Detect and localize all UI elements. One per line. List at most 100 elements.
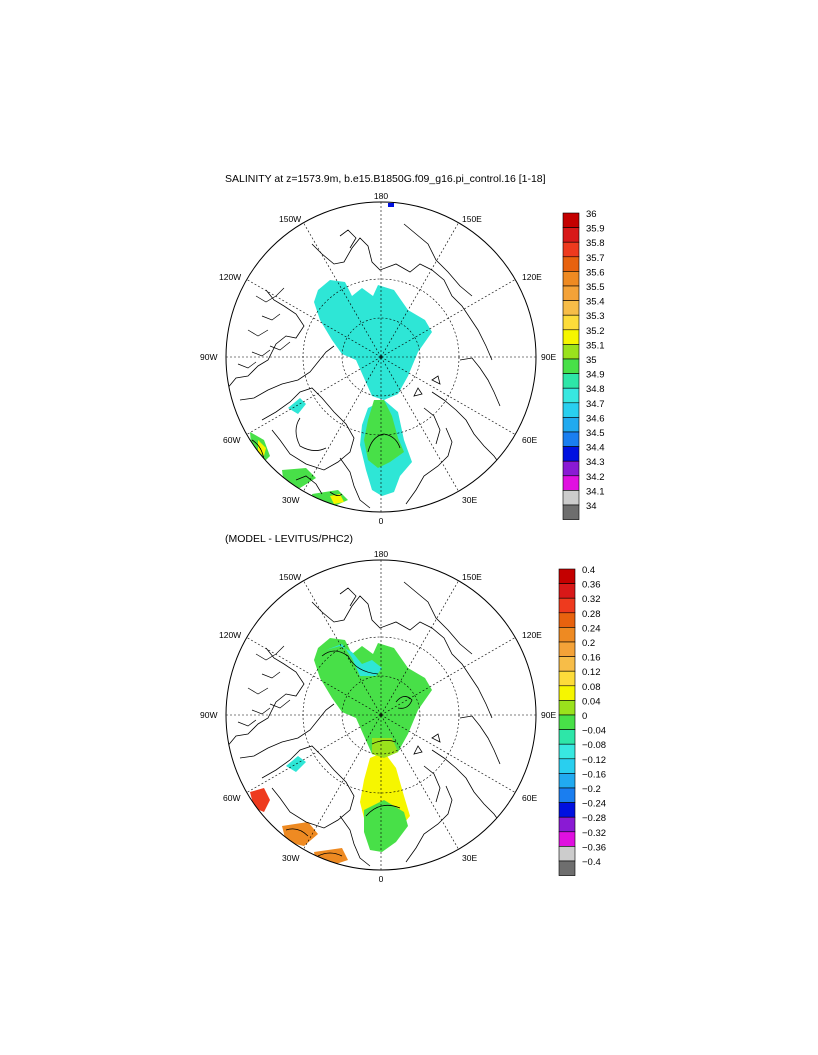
panel2-lon-150w: 150W xyxy=(279,572,301,582)
panel2-colorbar-label: 0.36 xyxy=(582,580,601,591)
panel1-colorbar-label: 35.7 xyxy=(586,253,605,264)
panel2-colorbar-box xyxy=(558,700,576,716)
panel2-colorbar: 0.4 0.36 0.32 0.28 0.24 0.2 0.16 0.12 0.08 0.04 0 −… xyxy=(558,565,606,876)
panel2-colorbar-label: −0.4 xyxy=(582,857,601,868)
panel1-colorbar-label: 35.9 xyxy=(586,224,605,235)
panel1-colorbar-box xyxy=(562,344,580,360)
panel2-colorbar-box xyxy=(558,816,576,833)
panel1-coastlines xyxy=(226,223,511,509)
panel2-colorbar-box xyxy=(558,685,576,701)
panel1-title: SALINITY at z=1573.9m, b.e15.B1850G.f09_… xyxy=(225,173,546,185)
panel2-field-arctic xyxy=(314,638,432,758)
panel1-lon-0: 0 xyxy=(379,516,384,526)
panel1-colorbar-box xyxy=(562,504,580,520)
panel2-lon-60e: 60E xyxy=(522,793,537,803)
panel1-lon-180: 180 xyxy=(374,191,388,201)
panel2-colorbar-label: 0.28 xyxy=(582,609,601,620)
panel1-colorbar-label: 34.8 xyxy=(586,384,605,395)
panel2-colorbar-label: −0.28 xyxy=(582,813,606,824)
panel2-lon-120e: 120E xyxy=(522,630,542,640)
panel2-lon-90e: 90E xyxy=(541,710,556,720)
panel1-map: 180 0 90W 90E 150W 120W 150E 120E 60W 30… xyxy=(200,191,556,526)
panel1-lon-30e: 30E xyxy=(462,495,477,505)
panel1-colorbar-box xyxy=(562,241,580,258)
panel2-coastlines xyxy=(226,581,511,867)
panel2-colorbar-box xyxy=(558,714,576,730)
panel1-colorbar-box xyxy=(562,285,580,301)
panel2-colorbar-box xyxy=(558,612,576,628)
panel2-lon-150e: 150E xyxy=(462,572,482,582)
panel2-map: 180 0 90W 90E 150W 120W 150E 120E 60W 30… xyxy=(200,549,556,884)
panel2-colorbar-box xyxy=(558,743,576,760)
panel2-field-cyan-patch xyxy=(326,644,382,676)
panel1-colorbar-label: 35.5 xyxy=(586,282,605,293)
panel2-colorbar-label: 0.2 xyxy=(582,638,595,649)
panel1-colorbar-label: 34.3 xyxy=(586,457,605,468)
panel2-colorbar-label: −0.36 xyxy=(582,842,606,853)
panel2-colorbar-box xyxy=(558,641,576,657)
panel2-title: (MODEL - LEVITUS/PHC2) xyxy=(225,533,353,545)
panel1-colorbar-box xyxy=(562,475,580,491)
panel1-colorbar-box xyxy=(562,446,580,462)
panel2-colorbar-label: 0 xyxy=(582,711,587,722)
panel2-colorbar-label: 0.08 xyxy=(582,682,601,693)
panel2-field-green-south xyxy=(364,800,408,852)
panel1-colorbar-label: 34.9 xyxy=(586,370,605,381)
panel2-colorbar-box xyxy=(558,860,576,876)
panel1-field-sw3b xyxy=(330,494,344,504)
panel2-colorbar-label: −0.12 xyxy=(582,755,606,766)
panel2-colorbar-label: −0.08 xyxy=(582,740,606,751)
panel1-colorbar-label: 35 xyxy=(586,355,597,366)
panel1-colorbar-box xyxy=(562,256,580,272)
panel1-colorbar-box xyxy=(562,417,580,433)
panel2-colorbar-box xyxy=(558,627,576,643)
panel1-colorbar-box xyxy=(562,431,580,447)
panel2-colorbar-box xyxy=(558,597,576,614)
panel1-lon-60e: 60E xyxy=(522,435,537,445)
panel1-field-labrador xyxy=(288,398,306,414)
panel1-colorbar-box xyxy=(562,358,580,374)
panel1-colorbar-box xyxy=(562,387,580,404)
panel1-colorbar-label: 35.1 xyxy=(586,340,605,351)
panel1-colorbar-label: 34.7 xyxy=(586,399,605,410)
panel2-colorbar-box xyxy=(558,773,576,789)
panel1-lon-150w: 150W xyxy=(279,214,301,224)
panel1-colorbar-label: 35.6 xyxy=(586,267,605,278)
panel1-lon-30w: 30W xyxy=(282,495,299,505)
panel2-colorbar-label: −0.32 xyxy=(582,828,606,839)
panel1-colorbar-label: 34.6 xyxy=(586,413,605,424)
panel1-colorbar: 36 35.9 35.8 35.7 35.6 35.5 35.4 35.3 35.2 35.1 35… xyxy=(562,209,605,520)
panel1-colorbar-box xyxy=(562,212,580,228)
panel2-colorbar-box xyxy=(558,802,576,818)
panel2-lon-180: 180 xyxy=(374,549,388,559)
panel1-colorbar-box xyxy=(562,460,580,477)
panel1-colorbar-label: 34.1 xyxy=(586,486,605,497)
panel2-colorbar-label: −0.24 xyxy=(582,799,606,810)
panel1-lon-60w: 60W xyxy=(223,435,240,445)
panel1-colorbar-label: 35.4 xyxy=(586,297,605,308)
panel2-colorbar-label: 0.12 xyxy=(582,667,601,678)
panel1-colorbar-box xyxy=(562,490,580,506)
panel2-lon-30e: 30E xyxy=(462,853,477,863)
panel1-colorbar-box xyxy=(562,373,580,389)
panel2-colorbar-label: 0.24 xyxy=(582,623,601,634)
panel1-colorbar-box xyxy=(562,402,580,418)
panel1-colorbar-label: 34.4 xyxy=(586,443,605,454)
panel1-lon-90w: 90W xyxy=(200,352,217,362)
panel1-lon-120e: 120E xyxy=(522,272,542,282)
panel2-lon-30w: 30W xyxy=(282,853,299,863)
panel2-colorbar-box xyxy=(558,670,576,687)
panel1-field-arctic xyxy=(314,280,432,400)
panel1-colorbar-box xyxy=(562,300,580,316)
panel2-colorbar-box xyxy=(558,787,576,803)
panel2-lon-60w: 60W xyxy=(223,793,240,803)
panel2-colorbar-box xyxy=(558,568,576,584)
panel2-colorbar-label: 0.4 xyxy=(582,565,595,576)
panel2-colorbar-box xyxy=(558,656,576,672)
panel1-colorbar-box xyxy=(562,314,580,331)
panel2-colorbar-label: 0.32 xyxy=(582,594,601,605)
panel1-colorbar-label: 34.2 xyxy=(586,472,605,483)
panel1-colorbar-label: 34 xyxy=(586,501,597,512)
panel1-colorbar-label: 35.8 xyxy=(586,238,605,249)
panel1-lon-150e: 150E xyxy=(462,214,482,224)
